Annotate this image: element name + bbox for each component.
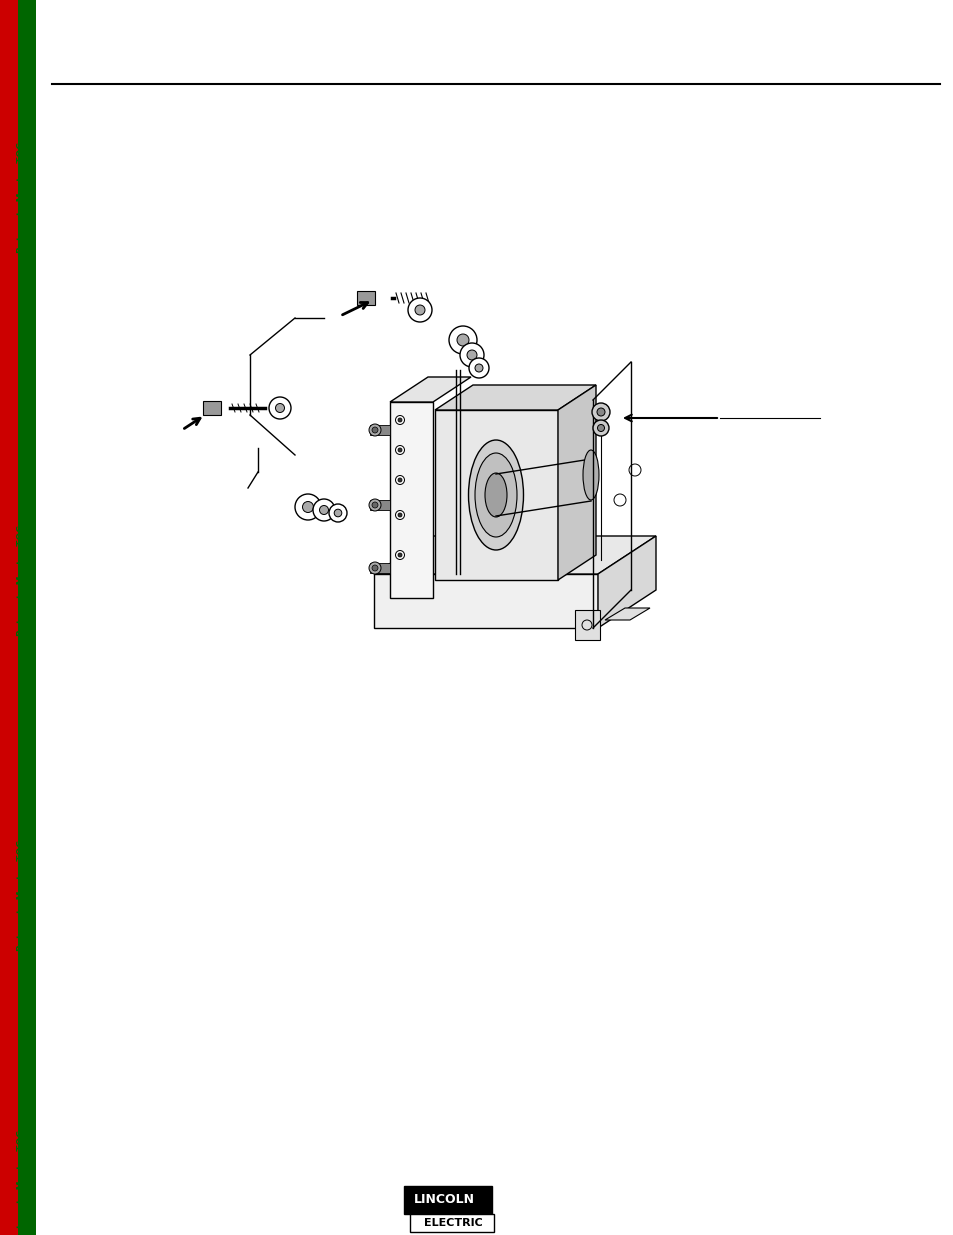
- Circle shape: [369, 562, 380, 574]
- Polygon shape: [370, 500, 390, 510]
- Circle shape: [372, 564, 377, 571]
- Circle shape: [459, 343, 483, 367]
- Circle shape: [319, 505, 328, 515]
- Polygon shape: [604, 608, 649, 620]
- Circle shape: [294, 494, 320, 520]
- Circle shape: [302, 501, 314, 513]
- Circle shape: [592, 403, 609, 421]
- Ellipse shape: [475, 453, 517, 537]
- Circle shape: [408, 298, 432, 322]
- Circle shape: [369, 499, 380, 511]
- Circle shape: [597, 425, 604, 431]
- Circle shape: [397, 513, 401, 517]
- Bar: [0, 0, 18, 1235]
- Bar: [18, 0, 36, 1235]
- Polygon shape: [598, 536, 656, 629]
- Circle shape: [593, 420, 608, 436]
- Circle shape: [329, 504, 347, 522]
- Circle shape: [313, 499, 335, 521]
- Ellipse shape: [582, 450, 598, 500]
- Text: Return to Master TOC: Return to Master TOC: [17, 525, 27, 636]
- Text: LINCOLN: LINCOLN: [414, 1193, 475, 1205]
- Polygon shape: [558, 385, 596, 580]
- Circle shape: [397, 448, 401, 452]
- Polygon shape: [390, 377, 471, 403]
- Polygon shape: [374, 574, 598, 629]
- Bar: [410, 1214, 494, 1233]
- Circle shape: [397, 417, 401, 422]
- Circle shape: [372, 427, 377, 433]
- Text: Return to Section TOC: Return to Section TOC: [4, 820, 12, 934]
- Text: ELECTRIC: ELECTRIC: [423, 1219, 482, 1229]
- Circle shape: [449, 326, 476, 354]
- Ellipse shape: [484, 473, 506, 517]
- Circle shape: [397, 478, 401, 482]
- Bar: [356, 291, 375, 305]
- Bar: [404, 1187, 492, 1214]
- Circle shape: [597, 408, 604, 416]
- Polygon shape: [575, 610, 599, 640]
- Circle shape: [269, 396, 291, 419]
- Polygon shape: [370, 563, 390, 573]
- Circle shape: [369, 424, 380, 436]
- Text: Return to Master TOC: Return to Master TOC: [17, 840, 27, 951]
- Text: Return to Master TOC: Return to Master TOC: [17, 142, 27, 253]
- Polygon shape: [435, 410, 558, 580]
- Circle shape: [275, 404, 284, 412]
- Circle shape: [397, 553, 401, 557]
- Circle shape: [456, 333, 469, 346]
- Polygon shape: [374, 536, 656, 574]
- Circle shape: [467, 350, 476, 359]
- Ellipse shape: [468, 440, 523, 550]
- Circle shape: [334, 509, 341, 516]
- Circle shape: [415, 305, 424, 315]
- Circle shape: [475, 364, 482, 372]
- Text: Return to Section TOC: Return to Section TOC: [4, 122, 12, 236]
- Text: Return to Master TOC: Return to Master TOC: [17, 1130, 27, 1235]
- Circle shape: [469, 358, 489, 378]
- Bar: [203, 401, 221, 415]
- Text: Return to Section TOC: Return to Section TOC: [4, 1110, 12, 1224]
- Polygon shape: [435, 385, 596, 410]
- Polygon shape: [390, 403, 433, 598]
- Text: Return to Section TOC: Return to Section TOC: [4, 505, 12, 619]
- Circle shape: [372, 501, 377, 508]
- Polygon shape: [370, 425, 390, 435]
- Text: ®: ®: [480, 1205, 487, 1212]
